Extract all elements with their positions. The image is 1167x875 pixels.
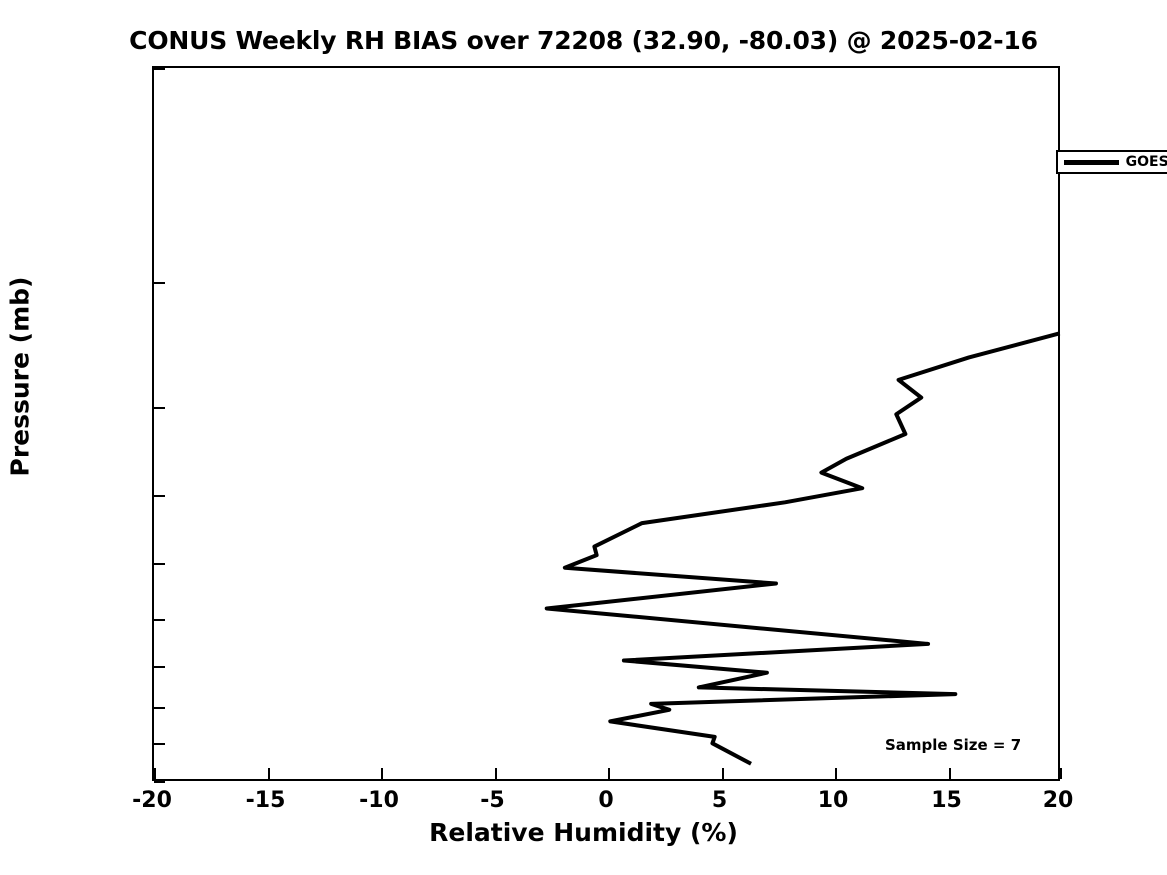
y-tick-mark — [154, 68, 165, 70]
sample-size-annotation: Sample Size = 7 — [885, 736, 1022, 754]
series-plot-goes-19 — [544, 331, 1061, 766]
y-tick-mark — [154, 282, 165, 284]
x-axis-label: Relative Humidity (%) — [429, 818, 738, 847]
x-tick-label-0: 0 — [598, 788, 614, 813]
x-tick-label--20: -20 — [132, 788, 172, 813]
x-tick-label-15: 15 — [931, 788, 962, 813]
x-tick-mark — [154, 768, 156, 779]
y-tick-mark — [154, 666, 165, 668]
legend: GOES-19 — [1056, 150, 1167, 174]
x-tick-label--5: -5 — [480, 788, 505, 813]
plot-area: GOES-19 — [152, 66, 1167, 783]
legend-label-goes-19: GOES-19 — [1125, 154, 1167, 170]
y-axis-label: Pressure (mb) — [5, 276, 35, 477]
x-tick-label-20: 20 — [1042, 788, 1074, 813]
y-tick-mark — [154, 707, 165, 709]
y-tick-mark — [154, 743, 165, 745]
x-tick-mark — [835, 768, 837, 779]
x-tick-label-5: 5 — [711, 788, 728, 813]
x-tick-mark — [948, 768, 951, 779]
x-tick-label-10: 10 — [817, 788, 849, 813]
x-tick-mark — [381, 768, 383, 779]
x-tick-mark — [721, 768, 724, 779]
y-tick-mark — [154, 781, 165, 783]
y-tick-mark — [154, 407, 165, 409]
y-tick-mark — [154, 619, 165, 621]
x-tick-mark — [267, 768, 270, 779]
y-tick-mark — [154, 563, 165, 565]
y-tick-mark — [154, 495, 165, 497]
legend-line-swatch — [1064, 159, 1119, 165]
x-tick-mark — [1060, 768, 1062, 779]
chart-title: CONUS Weekly RH BIAS over 72208 (32.90, … — [129, 26, 1038, 55]
x-tick-mark — [494, 768, 497, 779]
data-line-goes-19 — [544, 331, 1061, 766]
x-tick-label--15: -15 — [245, 788, 286, 813]
x-tick-label--10: -10 — [359, 788, 399, 813]
x-tick-mark — [608, 768, 610, 779]
